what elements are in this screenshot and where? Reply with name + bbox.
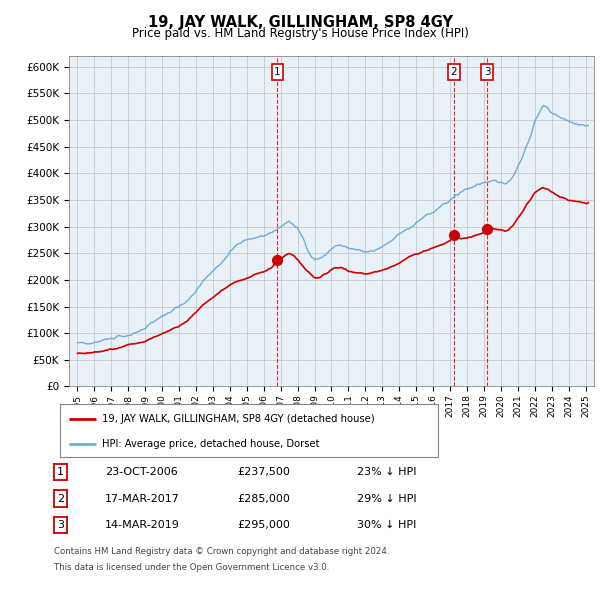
Text: 2: 2 bbox=[450, 67, 457, 77]
Text: HPI: Average price, detached house, Dorset: HPI: Average price, detached house, Dors… bbox=[101, 439, 319, 449]
Text: £237,500: £237,500 bbox=[237, 467, 290, 477]
Text: 19, JAY WALK, GILLINGHAM, SP8 4GY (detached house): 19, JAY WALK, GILLINGHAM, SP8 4GY (detac… bbox=[101, 414, 374, 424]
Text: 30% ↓ HPI: 30% ↓ HPI bbox=[357, 520, 416, 530]
Text: Contains HM Land Registry data © Crown copyright and database right 2024.: Contains HM Land Registry data © Crown c… bbox=[54, 547, 389, 556]
Text: £285,000: £285,000 bbox=[237, 494, 290, 503]
Text: 23% ↓ HPI: 23% ↓ HPI bbox=[357, 467, 416, 477]
Text: Price paid vs. HM Land Registry's House Price Index (HPI): Price paid vs. HM Land Registry's House … bbox=[131, 27, 469, 40]
Text: 2: 2 bbox=[57, 494, 64, 503]
Text: 19, JAY WALK, GILLINGHAM, SP8 4GY: 19, JAY WALK, GILLINGHAM, SP8 4GY bbox=[148, 15, 452, 30]
Text: 3: 3 bbox=[57, 520, 64, 530]
Text: This data is licensed under the Open Government Licence v3.0.: This data is licensed under the Open Gov… bbox=[54, 563, 329, 572]
Text: 23-OCT-2006: 23-OCT-2006 bbox=[105, 467, 178, 477]
Text: 14-MAR-2019: 14-MAR-2019 bbox=[105, 520, 180, 530]
Text: 1: 1 bbox=[57, 467, 64, 477]
Text: 17-MAR-2017: 17-MAR-2017 bbox=[105, 494, 180, 503]
Text: 29% ↓ HPI: 29% ↓ HPI bbox=[357, 494, 416, 503]
Text: £295,000: £295,000 bbox=[237, 520, 290, 530]
Text: 3: 3 bbox=[484, 67, 491, 77]
Text: 1: 1 bbox=[274, 67, 281, 77]
